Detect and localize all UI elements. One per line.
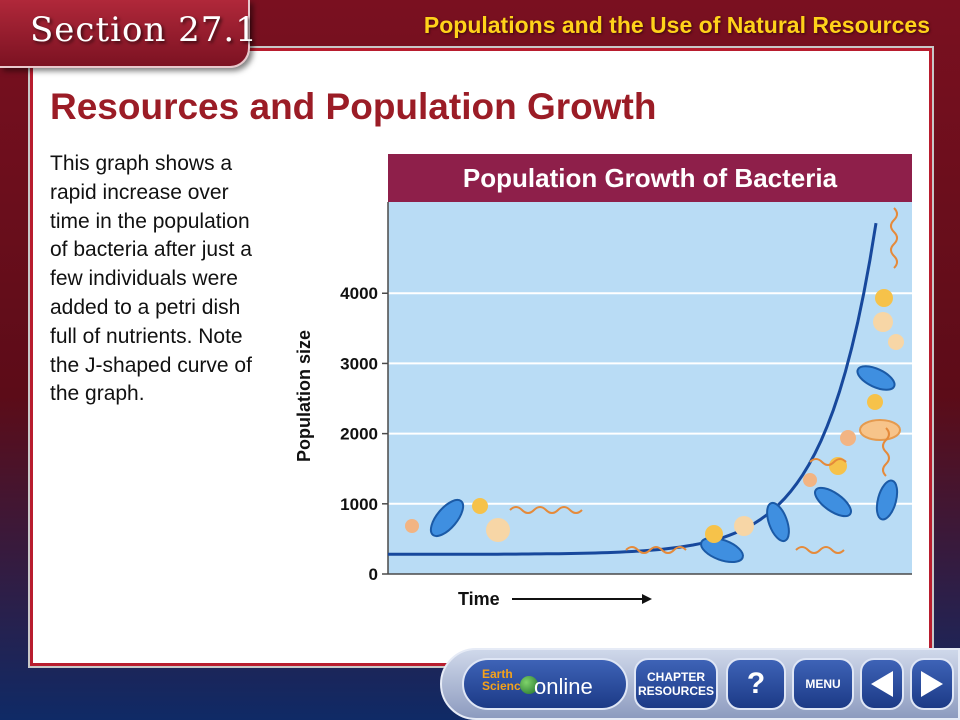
- x-axis-label: Time: [458, 589, 500, 609]
- bacteria-cells-illustration: [405, 207, 904, 564]
- science-word: Science: [482, 679, 528, 693]
- earth-word: Earth: [482, 667, 513, 681]
- topic-title: Populations and the Use of Natural Resou…: [423, 12, 930, 38]
- online-label: online: [534, 674, 593, 699]
- y-tick-label: 0: [369, 565, 378, 584]
- chapter-resources-label: CHAPTER RESOURCES: [638, 670, 714, 698]
- globe-icon: [520, 676, 538, 694]
- slide-heading: Resources and Population Growth: [50, 86, 657, 127]
- y-tick-label: 2000: [340, 425, 378, 444]
- section-tab: Section 27.1: [0, 0, 257, 68]
- y-tick-labels: 0 1000 2000 3000 4000: [340, 284, 388, 584]
- chapter-resources-button[interactable]: CHAPTER RESOURCES: [634, 658, 718, 710]
- spirillum-bacterium-icon: [509, 207, 898, 554]
- plot-area: [388, 202, 912, 574]
- chart-title: Population Growth of Bacteria: [463, 163, 838, 193]
- time-arrow-head-icon: [642, 594, 652, 604]
- resources-word: RESOURCES: [637, 684, 714, 698]
- arrow-left-icon: [871, 671, 893, 697]
- next-slide-button[interactable]: [910, 658, 954, 710]
- menu-label: MENU: [805, 677, 841, 691]
- y-tick-label: 3000: [340, 354, 378, 373]
- arrow-right-icon: [921, 671, 943, 697]
- slide-body-text: This graph shows a rapid increase over t…: [50, 152, 252, 406]
- section-label: Section 27.1: [30, 10, 258, 50]
- y-tick-label: 1000: [340, 495, 378, 514]
- series-curve: [388, 222, 878, 556]
- menu-button[interactable]: MENU: [792, 658, 854, 710]
- navigation-bar: Earth Science online CHAPTER RESOURCES ? M…: [440, 648, 960, 720]
- bacteria-growth-figure: Population Growth of Bacteria 0 1000 2000 3…: [290, 150, 930, 620]
- chart-title-bar: [388, 154, 912, 202]
- chapter-word: CHAPTER: [646, 670, 705, 684]
- chart-svg: Population Growth of Bacteria 0 1000 2000 3…: [294, 154, 912, 609]
- coccus-bacterium-icon: [405, 289, 904, 543]
- rod-bacterium-icon: [429, 365, 899, 564]
- y-tick-label: 4000: [340, 284, 378, 303]
- earth-science-label: Earth Science: [482, 668, 527, 692]
- help-icon: ?: [746, 667, 766, 700]
- y-axis-label: Population size: [294, 330, 314, 462]
- previous-slide-button[interactable]: [860, 658, 904, 710]
- earth-science-online-button[interactable]: Earth Science online: [462, 658, 628, 710]
- help-button[interactable]: ?: [726, 658, 786, 710]
